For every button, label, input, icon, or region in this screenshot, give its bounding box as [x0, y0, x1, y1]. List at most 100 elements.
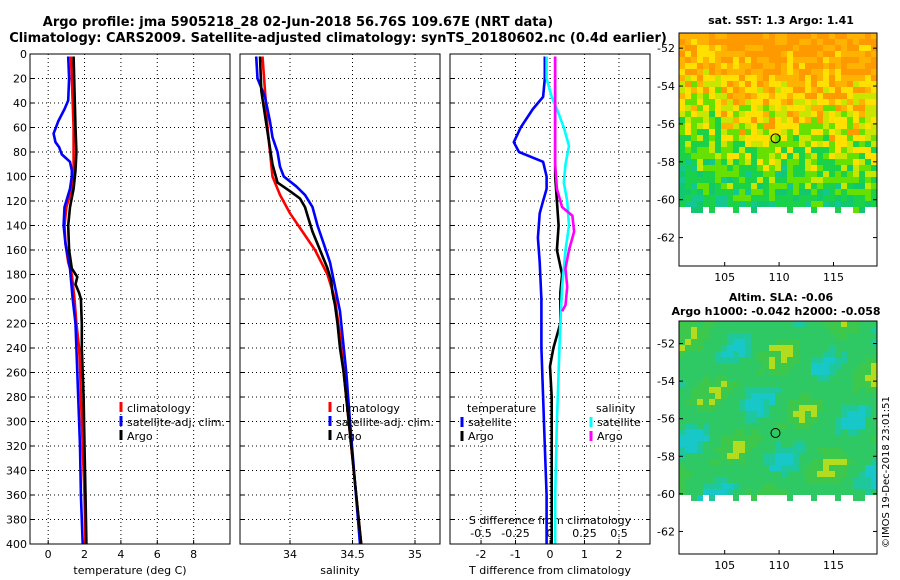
map-cell [775, 201, 781, 207]
map-cell [763, 57, 769, 63]
map-cell [871, 111, 877, 117]
map-cell [793, 405, 799, 411]
map-cell [697, 393, 703, 399]
map-cell [811, 141, 817, 147]
map-cell [685, 447, 691, 453]
map-cell [781, 471, 787, 477]
map-cell [691, 165, 697, 171]
map-cell [853, 117, 859, 123]
map-cell [787, 321, 793, 327]
map-cell [817, 459, 823, 465]
map-cell [715, 321, 721, 327]
map-cell [865, 105, 871, 111]
map-cell [847, 447, 853, 453]
map-cell [709, 63, 715, 69]
map-cell [697, 435, 703, 441]
map-cell [685, 459, 691, 465]
map-cell [865, 471, 871, 477]
map-cell [787, 51, 793, 57]
map-cell [679, 483, 685, 489]
map-cell [841, 453, 847, 459]
map-cell [865, 153, 871, 159]
map-cell [775, 477, 781, 483]
map-cell [793, 417, 799, 423]
map-cell [805, 105, 811, 111]
map-cell [829, 63, 835, 69]
map-cell [733, 153, 739, 159]
map-cell [757, 111, 763, 117]
map-cell [733, 375, 739, 381]
map-cell [871, 171, 877, 177]
map-cell [763, 105, 769, 111]
map-cell [751, 117, 757, 123]
map-cell [871, 393, 877, 399]
map-cell [817, 147, 823, 153]
map-cell [745, 105, 751, 111]
map-cell [829, 393, 835, 399]
map-cell [733, 99, 739, 105]
map-cell [739, 75, 745, 81]
map-cell [745, 57, 751, 63]
map-cell [829, 357, 835, 363]
map-cell [853, 333, 859, 339]
map-cell [769, 369, 775, 375]
map-cell [859, 129, 865, 135]
map-cell [787, 159, 793, 165]
map-cell [721, 201, 727, 207]
map-cell [739, 171, 745, 177]
map-cell [769, 117, 775, 123]
map-cell [853, 339, 859, 345]
map-cell [679, 375, 685, 381]
map-cell [817, 165, 823, 171]
map-cell [721, 453, 727, 459]
map-cell [829, 447, 835, 453]
map-cell [829, 345, 835, 351]
y-tick-label: 100 [6, 171, 27, 184]
map-cell [769, 135, 775, 141]
map-cell [691, 405, 697, 411]
map-cell [697, 429, 703, 435]
map-cell [781, 423, 787, 429]
x-tick-label: 2 [615, 548, 622, 561]
map-cell [739, 447, 745, 453]
map-cell [793, 51, 799, 57]
map-cell [829, 123, 835, 129]
map-cell [817, 393, 823, 399]
map-cell [823, 381, 829, 387]
map-cell [727, 411, 733, 417]
map-cell [829, 147, 835, 153]
map-cell [733, 141, 739, 147]
map-cell [805, 465, 811, 471]
map-cell [763, 375, 769, 381]
map-cell [805, 423, 811, 429]
map-cell [787, 495, 793, 501]
map-cell [781, 111, 787, 117]
map-cell [787, 429, 793, 435]
map-cell [691, 177, 697, 183]
map-cell [715, 135, 721, 141]
map-cell [733, 351, 739, 357]
map-cell [847, 453, 853, 459]
map-cell [835, 135, 841, 141]
salinity-legend: climatology satellite-adj. clim. Argo [328, 402, 434, 443]
map-cell [811, 477, 817, 483]
map-cell [805, 171, 811, 177]
map-cell [739, 159, 745, 165]
map-cell [703, 393, 709, 399]
map-cell [811, 327, 817, 333]
map-cell [853, 375, 859, 381]
map-cell [757, 411, 763, 417]
map-cell [745, 345, 751, 351]
map-cell [739, 45, 745, 51]
map-cell [805, 345, 811, 351]
map-cell [847, 417, 853, 423]
map-cell [727, 165, 733, 171]
map-cell [709, 363, 715, 369]
map-cell [679, 165, 685, 171]
map-cell [763, 129, 769, 135]
map-cell [853, 207, 859, 213]
map-cell [823, 345, 829, 351]
map-cell [769, 375, 775, 381]
map-cell [739, 411, 745, 417]
